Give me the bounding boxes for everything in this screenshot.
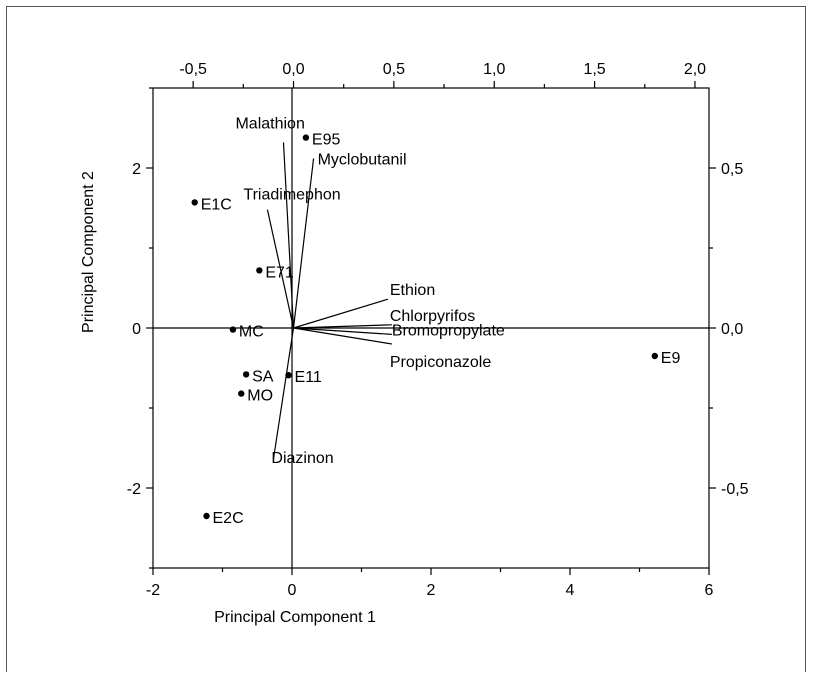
score-point [238,390,245,397]
loading-vector [293,327,392,335]
score-label: E95 [312,132,341,149]
top-tick-label: 2,0 [684,61,706,78]
axes-layer: -2 0 2 4 6 -2 0 2 -0,5 0,0 0,5 1,0 1,5 2,0 0,5 0,0 -0,5 [127,61,749,599]
loading-vector [293,327,392,345]
y-tick-label: 0 [132,321,141,338]
score-points: E95 E1C E71 MC SA E11 MO E2C E9 [191,132,681,527]
right-tick-label: -0,5 [721,481,749,498]
score-label: MC [239,324,264,341]
top-tick-label: 1,5 [583,61,605,78]
top-tick-label: 0,0 [282,61,304,78]
y-axis-title: Principal Component 2 [80,171,97,333]
x-tick-label: 0 [288,582,297,599]
biplot-chart: -2 0 2 4 6-202-0,5 0,0 0,5 1,0 1,5 2,00,50,0-0,5 … [80,61,749,626]
right-tick-label: 0,5 [721,161,743,178]
score-point [651,352,658,360]
score-point [302,134,310,141]
y-tick-label: -2 [127,481,141,498]
y-tick-label: 2 [132,161,141,178]
loading-vector [293,298,389,329]
score-label: E2C [213,510,244,527]
loading-vector [292,158,315,329]
loading-label: Ethion [390,282,435,299]
score-point [203,512,210,520]
loading-label: Propiconazole [390,354,492,371]
loading-label: Bromopropylate [392,322,505,339]
x-tick-label: 6 [705,582,714,599]
score-label: E1C [201,196,232,213]
top-tick-label: 1,0 [483,61,505,78]
right-tick-label: 0,0 [721,321,743,338]
score-point [242,371,250,378]
loading-vector [293,324,392,329]
score-label: E11 [295,369,322,386]
score-point [229,326,237,333]
score-label: E71 [265,264,294,281]
top-tick-label: -0,5 [179,61,207,78]
loading-label: Triadimephon [243,187,340,204]
x-tick-label: 4 [566,582,575,599]
loading-label: Chlorpyrifos [390,308,475,325]
score-label: SA [252,368,274,385]
x-tick-label: 2 [427,582,436,599]
x-tick-label: -2 [146,582,160,599]
loading-vector [272,327,295,460]
loading-label: Malathion [235,115,304,132]
score-point [256,267,263,274]
score-point [191,199,198,206]
top-tick-label: 0,5 [383,61,405,78]
loading-label: Diazinon [271,450,333,467]
loading-label: Myclobutanil [318,151,407,168]
loading-vectors: Malathion Myclobutanil Triadimephon Ethion C… [235,115,504,467]
figure-frame: -2 0 2 4 6 -2 0 2 -0,5 0,0 0,5 1,0 1,5 2,0 0,5 0,0 -0,5 … [6,6,806,672]
score-label: MO [247,388,273,405]
score-point [285,372,292,379]
x-axis-title: Principal Component 1 [214,609,376,626]
loading-vector [266,209,295,329]
score-label: E9 [661,350,681,367]
loading-vector [282,142,295,329]
